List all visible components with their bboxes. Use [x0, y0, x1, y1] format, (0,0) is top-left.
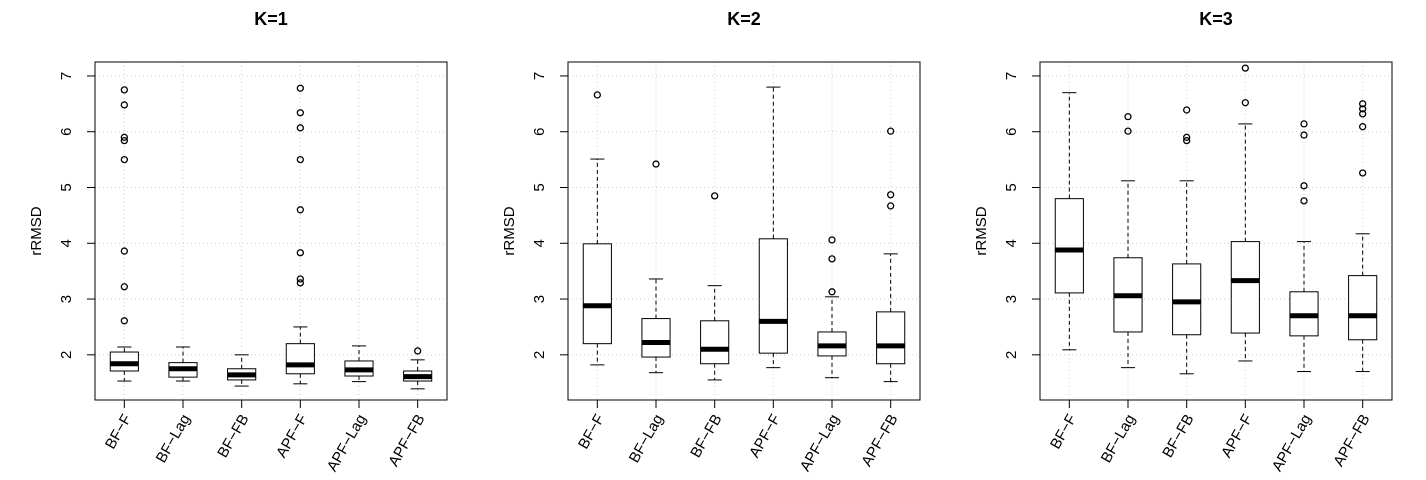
x-tick-label: BF−Lag — [1098, 411, 1139, 465]
x-tick-label: BF−F — [1047, 411, 1080, 452]
y-tick-label: 7 — [1003, 72, 1020, 80]
y-tick-label: 5 — [1003, 183, 1020, 191]
y-tick-label: 6 — [531, 128, 548, 136]
x-tick-label: BF−Lag — [153, 411, 194, 465]
x-tick-label: APF−Lag — [797, 411, 843, 474]
outlier — [887, 191, 895, 199]
x-tick-label: APF−FB — [858, 411, 901, 469]
x-tick-label: BF−F — [575, 411, 608, 452]
y-tick-label: 3 — [1003, 295, 1020, 303]
outlier — [120, 247, 128, 255]
plot-frame — [567, 61, 921, 401]
outlier — [1241, 64, 1249, 72]
outlier — [1359, 110, 1367, 118]
x-tick-label: APF−Lag — [1269, 411, 1315, 474]
outlier — [1183, 133, 1191, 141]
box — [876, 311, 906, 365]
y-axis-label: rRMSD — [973, 206, 990, 255]
box — [1230, 241, 1260, 334]
plot-frame — [1039, 61, 1393, 401]
x-tick-label: APF−FB — [385, 411, 428, 469]
outlier — [120, 136, 128, 145]
y-tick-label: 6 — [1003, 128, 1020, 136]
outlier — [1241, 99, 1249, 107]
outlier — [296, 275, 304, 283]
plot-frame — [94, 61, 448, 401]
outlier — [711, 192, 719, 200]
outlier — [120, 86, 128, 94]
outlier — [414, 347, 422, 355]
outlier — [1183, 106, 1191, 114]
outlier — [120, 283, 128, 291]
outlier — [652, 160, 660, 168]
box — [582, 243, 612, 345]
y-tick-label: 4 — [58, 239, 75, 247]
y-tick-label: 5 — [531, 183, 548, 191]
y-tick-label: 6 — [58, 128, 75, 136]
chart-title: K=3 — [1199, 9, 1233, 29]
y-tick-label: 2 — [1003, 351, 1020, 359]
y-axis-label: rRMSD — [28, 206, 45, 255]
x-tick-label: BF−Lag — [626, 411, 667, 465]
y-tick-label: 5 — [58, 183, 75, 191]
outlier — [120, 133, 128, 141]
box — [700, 320, 730, 365]
box — [1172, 263, 1202, 336]
outlier — [296, 206, 304, 214]
y-tick-label: 3 — [531, 295, 548, 303]
outlier — [1359, 105, 1367, 113]
x-tick-label: BF−FB — [687, 411, 725, 460]
box — [758, 238, 788, 354]
x-tick-label: BF−FB — [214, 411, 252, 460]
chart-title: K=1 — [254, 9, 288, 29]
outlier — [593, 91, 601, 99]
outlier — [1359, 169, 1367, 177]
x-tick-label: APF−F — [746, 411, 784, 460]
outlier — [1359, 100, 1367, 108]
x-tick-label: APF−Lag — [324, 411, 370, 474]
y-tick-label: 4 — [531, 239, 548, 247]
outlier — [1124, 113, 1132, 121]
outlier — [1300, 120, 1308, 128]
outlier — [1183, 136, 1191, 145]
outlier — [1124, 127, 1132, 135]
y-tick-label: 7 — [531, 72, 548, 80]
outlier — [296, 249, 304, 257]
box — [1054, 198, 1084, 294]
outlier — [120, 155, 128, 164]
x-tick-label: APF−F — [273, 411, 311, 460]
outlier — [887, 127, 895, 135]
outlier — [296, 155, 304, 164]
box — [285, 343, 315, 375]
y-axis-label: rRMSD — [501, 206, 518, 255]
chart-title: K=2 — [727, 9, 761, 29]
x-tick-label: BF−F — [102, 411, 135, 452]
outlier — [1359, 123, 1367, 131]
y-tick-label: 2 — [58, 351, 75, 359]
outlier — [296, 84, 304, 92]
outlier — [828, 255, 836, 263]
x-tick-label: APF−FB — [1330, 411, 1373, 469]
outlier — [1300, 182, 1308, 190]
outlier — [120, 101, 128, 109]
outlier — [1300, 197, 1308, 205]
y-tick-label: 7 — [58, 72, 75, 80]
outlier — [120, 317, 128, 325]
x-tick-label: BF−FB — [1159, 411, 1197, 460]
x-tick-label: APF−F — [1218, 411, 1256, 460]
box — [641, 318, 671, 358]
outlier — [296, 124, 304, 132]
outlier — [828, 236, 836, 244]
box — [1348, 275, 1378, 341]
outlier — [887, 202, 895, 210]
y-tick-label: 4 — [1003, 239, 1020, 247]
outlier — [1300, 131, 1308, 139]
y-tick-label: 3 — [58, 295, 75, 303]
outlier — [296, 279, 304, 287]
outlier — [296, 109, 304, 117]
outlier — [828, 288, 836, 296]
y-tick-label: 2 — [531, 351, 548, 359]
